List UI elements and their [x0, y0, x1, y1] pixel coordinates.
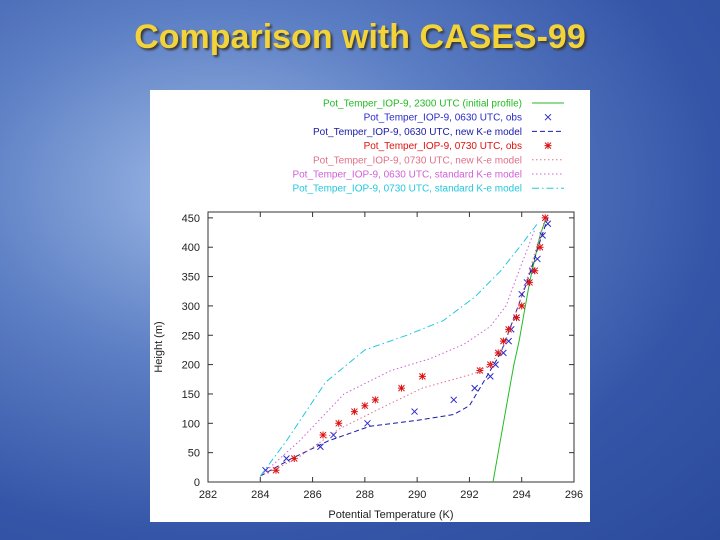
x-tick-label: 288	[356, 489, 374, 501]
data-point-obs0730	[319, 431, 327, 439]
series-std0730	[259, 223, 538, 477]
x-tick-label: 292	[460, 489, 478, 501]
data-point-obs0730	[499, 337, 507, 345]
x-tick-label: 290	[408, 489, 426, 501]
data-point-obs0630	[518, 290, 526, 298]
legend-label-model0730: Pot_Temper_IOP-9, 0730 UTC, new K-e mode…	[313, 155, 522, 166]
data-point-obs0730	[505, 325, 513, 333]
plot-frame	[207, 211, 575, 483]
data-point-obs0630	[505, 337, 512, 345]
y-tick-label: 0	[194, 477, 200, 489]
data-point-obs0630	[471, 384, 479, 392]
data-point-obs0630	[544, 220, 552, 228]
y-tick-label: 150	[182, 389, 200, 401]
y-tick-label: 250	[182, 330, 200, 342]
data-point-obs0630	[492, 361, 499, 368]
data-point-obs0630	[450, 396, 458, 404]
chart-series	[259, 214, 552, 483]
series-line-init	[492, 220, 546, 483]
data-point-obs0630	[330, 431, 337, 439]
y-tick-label: 450	[182, 213, 200, 225]
legend-swatch-obs0630	[544, 113, 552, 121]
data-point-obs0730	[397, 384, 405, 392]
data-point-obs0730	[335, 419, 343, 427]
data-point-obs0730	[512, 314, 520, 322]
series-obs0630	[262, 220, 552, 474]
series-model0730	[260, 217, 546, 477]
data-point-obs0730	[350, 408, 358, 416]
data-point-obs0630	[500, 349, 507, 357]
data-point-obs0730	[536, 243, 544, 251]
series-line-model0730	[260, 217, 546, 477]
data-point-obs0630	[317, 443, 324, 451]
x-tick-label: 284	[251, 489, 269, 501]
chart-axes: 282 284 286 288 290 292 294 296 0 50 100 150 200 250 3…	[182, 211, 583, 501]
series-model0630	[260, 217, 549, 477]
y-tick-label: 400	[182, 242, 200, 254]
data-point-obs0730	[526, 278, 534, 286]
data-point-obs0730	[290, 455, 298, 463]
data-point-obs0730	[418, 372, 426, 380]
x-tick-label: 286	[303, 489, 321, 501]
y-tick-label: 350	[182, 272, 200, 284]
data-point-obs0630	[411, 408, 418, 415]
legend-label-init: Pot_Temper_IOP-9, 2300 UTC (initial prof…	[323, 99, 522, 110]
series-line-std0730	[259, 223, 538, 477]
series-line-std0630	[259, 229, 536, 477]
data-point-obs0730	[494, 349, 502, 357]
legend-label-model0630: Pot_Temper_IOP-9, 0630 UTC, new K-e mode…	[313, 127, 522, 138]
potential-temperature-chart: Pot_Temper_IOP-9, 2300 UTC (initial prof…	[153, 99, 583, 522]
x-tick-label: 294	[513, 489, 531, 501]
x-tick-label: 296	[565, 489, 583, 501]
legend-label-std0630: Pot_Temper_IOP-9, 0630 UTC, standard K-e…	[292, 170, 522, 181]
y-tick-label: 300	[182, 301, 200, 313]
series-std0630	[259, 229, 536, 477]
legend-label-obs0630: Pot_Temper_IOP-9, 0630 UTC, obs	[364, 113, 522, 124]
data-point-obs0630	[539, 232, 546, 239]
data-point-obs0730	[272, 466, 280, 474]
data-point-obs0730	[361, 402, 369, 410]
slide-title: Comparison with CASES-99	[134, 18, 586, 56]
data-point-obs0630	[364, 419, 371, 427]
y-tick-label: 100	[182, 418, 200, 430]
x-axis-label: Potential Temperature (K)	[328, 509, 453, 521]
chart-panel: Pot_Temper_IOP-9, 2300 UTC (initial prof…	[150, 90, 590, 522]
x-tick-label: 282	[199, 489, 217, 501]
y-axis-label: Height (m)	[153, 321, 165, 372]
legend-label-std0730: Pot_Temper_IOP-9, 0730 UTC, standard K-e…	[292, 184, 522, 195]
data-point-obs0730	[371, 396, 379, 404]
series-line-model0630	[260, 217, 549, 477]
series-init	[492, 220, 546, 483]
y-tick-label: 50	[188, 448, 200, 460]
series-obs0730	[272, 214, 549, 474]
y-tick-label: 200	[182, 360, 200, 372]
legend-swatch-obs0730	[544, 142, 552, 150]
chart-legend: Pot_Temper_IOP-9, 2300 UTC (initial prof…	[292, 99, 564, 195]
data-point-obs0730	[518, 302, 526, 310]
data-point-obs0730	[531, 267, 539, 275]
data-point-obs0730	[541, 214, 549, 222]
legend-label-obs0730: Pot_Temper_IOP-9, 0730 UTC, obs	[364, 141, 522, 152]
